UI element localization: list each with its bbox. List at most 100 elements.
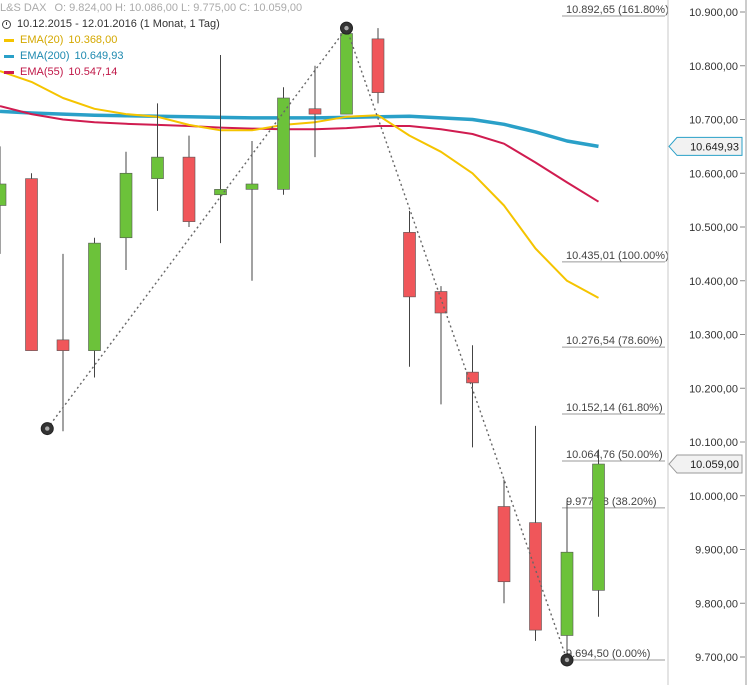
candle-body bbox=[88, 242, 101, 351]
candles bbox=[0, 28, 605, 660]
candle-body bbox=[466, 371, 479, 384]
candle-up bbox=[0, 146, 7, 254]
price-badge-box bbox=[668, 454, 743, 474]
candle-up bbox=[592, 449, 605, 617]
price-badges: 10.649,93 10.059,00 bbox=[668, 136, 743, 474]
candle-body bbox=[151, 156, 164, 179]
candle-body bbox=[308, 108, 322, 115]
price-axis: 9.700,00 9.800,00 9.900,00 10.000,00 10.100,… bbox=[667, 0, 747, 685]
swing-line bbox=[345, 27, 568, 661]
candle-body bbox=[119, 172, 133, 239]
tick-label: 10.900,00 bbox=[689, 7, 738, 19]
candle-down bbox=[25, 173, 38, 351]
price-badge-box bbox=[668, 136, 743, 156]
fib-label: 10.892,65 (161.80%) bbox=[566, 4, 669, 16]
candle-body bbox=[403, 232, 416, 298]
price-badge: 10.059,00 bbox=[668, 454, 743, 474]
ohlc-readout: O: 9.824,00 H: 10.086,00 L: 9.775,00 C: … bbox=[54, 2, 303, 14]
candle-up bbox=[340, 28, 353, 115]
fib-label: 10.276,54 (78.60%) bbox=[566, 335, 663, 347]
tick-label: 10.700,00 bbox=[689, 115, 738, 127]
tick-label: 9.800,00 bbox=[695, 598, 738, 610]
tick-label: 10.300,00 bbox=[689, 330, 738, 342]
tick-label: 10.200,00 bbox=[689, 383, 738, 395]
legend-ema200[interactable]: EMA(200) 10.649,93 bbox=[0, 48, 302, 64]
tick-label: 10.500,00 bbox=[689, 222, 738, 234]
ema200-line bbox=[0, 109, 599, 149]
candle-down bbox=[403, 210, 416, 367]
candle-body bbox=[560, 551, 574, 636]
ema20-line bbox=[0, 70, 599, 299]
fib-label: 10.064,76 (50.00%) bbox=[566, 449, 663, 461]
price-badge: 10.649,93 bbox=[668, 136, 743, 156]
swing-point-center bbox=[344, 25, 349, 31]
header-line: L&S DAX O: 9.824,00 H: 10.086,00 L: 9.77… bbox=[0, 0, 302, 16]
candle-body bbox=[56, 339, 70, 351]
swing-point-center bbox=[45, 426, 50, 431]
legend-ema55[interactable]: EMA(55) 10.547,14 bbox=[0, 64, 302, 80]
candle-body bbox=[371, 38, 385, 93]
ema200-swatch bbox=[4, 54, 14, 58]
ema55-value: 10.547,14 bbox=[68, 66, 118, 78]
tick-label: 9.900,00 bbox=[695, 545, 738, 557]
ema55-swatch bbox=[4, 70, 14, 74]
candle-body bbox=[25, 178, 38, 351]
candle-down bbox=[529, 425, 542, 641]
candle-down bbox=[371, 28, 385, 104]
fib-label: 9.694,50 (0.00%) bbox=[566, 648, 650, 660]
legend-ema20[interactable]: EMA(20) 10.368,00 bbox=[0, 32, 302, 48]
ema20-label: EMA(20) bbox=[20, 34, 64, 46]
candle-up bbox=[88, 237, 101, 378]
candle-body bbox=[277, 97, 290, 190]
fibonacci-levels: 10.892,65 (161.80%) 10.435,01 (100.00%) 10… bbox=[562, 4, 669, 661]
candle-body bbox=[340, 33, 353, 115]
candle-down bbox=[434, 286, 448, 405]
candle-body bbox=[214, 189, 227, 196]
ema20-value: 10.368,00 bbox=[68, 34, 118, 46]
candle-body bbox=[182, 156, 196, 222]
tick-label: 10.000,00 bbox=[689, 491, 738, 503]
candle-body bbox=[592, 463, 605, 591]
candle-body bbox=[434, 291, 448, 314]
candle-up bbox=[119, 151, 133, 270]
candle-body bbox=[0, 183, 7, 206]
swing-line bbox=[46, 27, 348, 429]
tick-label: 10.400,00 bbox=[689, 276, 738, 288]
ema20-swatch bbox=[4, 38, 14, 42]
ema200-label: EMA(200) bbox=[20, 50, 70, 62]
candle-down bbox=[56, 253, 70, 432]
tick-label: 10.600,00 bbox=[689, 168, 738, 180]
candle-down bbox=[308, 65, 322, 158]
candle-down bbox=[466, 345, 479, 448]
clock-icon bbox=[2, 19, 11, 29]
tick-label: 10.100,00 bbox=[689, 437, 738, 449]
tick-label: 9.700,00 bbox=[695, 652, 738, 664]
fib-label: 9.977,38 (38.20%) bbox=[566, 496, 657, 508]
ema-lines bbox=[0, 70, 600, 299]
candle-down bbox=[497, 479, 511, 604]
tick-label: 10.800,00 bbox=[689, 61, 738, 73]
candle-body bbox=[529, 522, 542, 631]
symbol-label: L&S DAX bbox=[0, 2, 47, 14]
swing-lines bbox=[40, 21, 574, 667]
fib-label: 10.435,01 (100.00%) bbox=[566, 250, 669, 262]
chart-legend: L&S DAX O: 9.824,00 H: 10.086,00 L: 9.77… bbox=[0, 0, 302, 80]
candle-up bbox=[245, 141, 259, 281]
candle-up bbox=[214, 55, 227, 244]
candle-body bbox=[497, 506, 511, 583]
fib-label: 10.152,14 (61.80%) bbox=[566, 402, 663, 414]
ema55-label: EMA(55) bbox=[20, 66, 64, 78]
price-badge-label: 10.059,00 bbox=[690, 459, 739, 471]
candle-body bbox=[245, 183, 259, 190]
swing-point-center bbox=[564, 657, 570, 663]
candle-down bbox=[182, 135, 196, 227]
candle-up bbox=[277, 87, 290, 195]
ema55-line bbox=[0, 105, 600, 203]
candle-up bbox=[560, 501, 574, 660]
range-line: 10.12.2015 - 12.01.2016 (1 Monat, 1 Tag) bbox=[0, 16, 302, 32]
candle-up bbox=[151, 103, 164, 211]
ema200-value: 10.649,93 bbox=[74, 50, 124, 62]
date-range: 10.12.2015 - 12.01.2016 (1 Monat, 1 Tag) bbox=[17, 18, 220, 30]
price-badge-label: 10.649,93 bbox=[690, 141, 739, 153]
